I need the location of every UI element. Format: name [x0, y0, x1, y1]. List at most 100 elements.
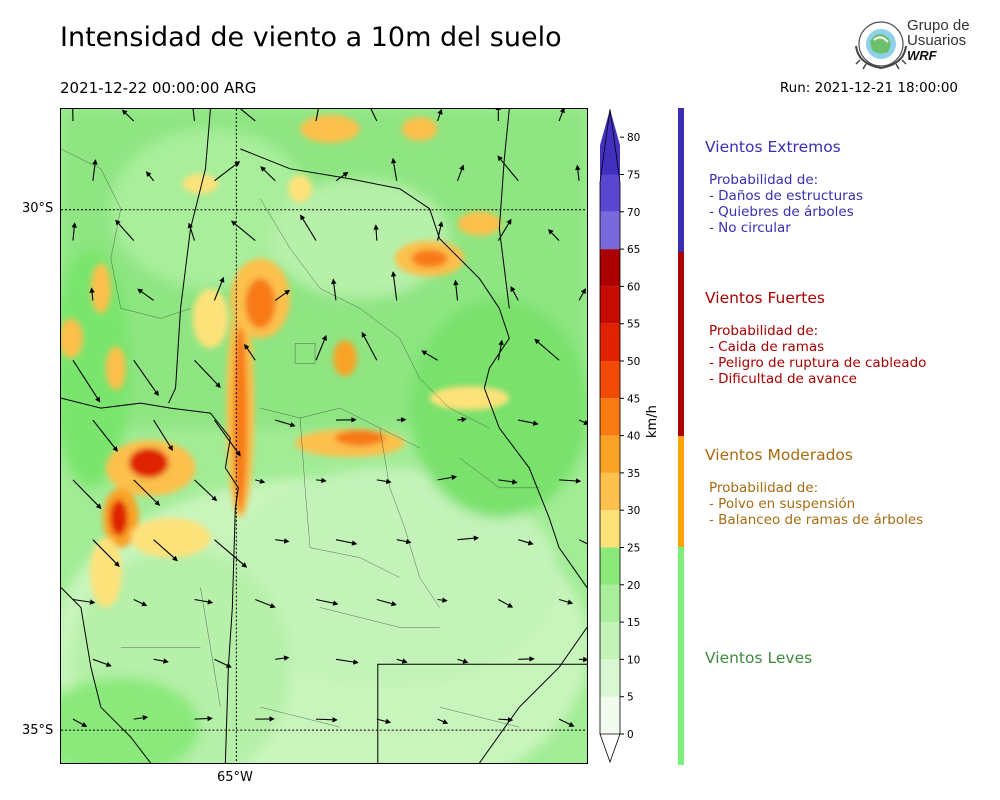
wind-arrow-head	[141, 601, 148, 607]
wind-arrow-head	[453, 279, 459, 286]
colorbar-tick-label: 0	[627, 729, 634, 741]
wind-arrow-head	[401, 658, 408, 664]
category-description-line: - Polvo en suspensión	[709, 496, 856, 512]
category-bar-vientos-leves	[678, 547, 684, 765]
category-description-line: Probabilidad de:	[709, 323, 819, 339]
colorbar-segment	[600, 109, 620, 175]
chart-title: Intensidad de viento a 10m del suelo	[60, 22, 562, 53]
wind-arrow-head	[390, 600, 397, 607]
wind-arrow-head	[567, 599, 574, 605]
wind-arrow-head	[473, 535, 480, 541]
colorbar-segment	[600, 584, 620, 623]
wind-arrow-head	[506, 218, 512, 225]
colorbar-segment	[600, 547, 620, 585]
category-description-vientos-moderados: Probabilidad de: - Polvo en suspensión - B…	[709, 480, 923, 528]
wind-arrow	[315, 335, 327, 361]
colorbar-segment	[600, 435, 620, 473]
category-title-vientos-extremos: Vientos Extremos	[705, 138, 841, 156]
wind-arrow-head	[580, 288, 586, 295]
wind-arrow-head	[507, 717, 514, 723]
wind-arrow-head	[332, 717, 338, 723]
wind-arrow	[578, 539, 587, 545]
wind-arrow-head	[495, 109, 502, 110]
wind-arrow-head	[235, 450, 241, 457]
colorbar-segment	[600, 361, 620, 399]
wind-arrow-head	[163, 658, 169, 664]
wind-arrow-head	[89, 287, 95, 293]
wind-arrow-head	[225, 662, 232, 668]
colorbar-tick-label: 65	[627, 244, 640, 256]
colorbar-tick-label: 55	[627, 319, 640, 331]
wind-arrow-head	[451, 474, 458, 481]
department-boundaries	[61, 148, 540, 728]
wind-arrow-head	[92, 159, 98, 165]
colorbar-segment	[600, 323, 620, 361]
wind-arrow-head	[219, 276, 225, 283]
wind-arrow-head	[534, 338, 540, 345]
wind-arrow-head	[421, 350, 428, 356]
wind-arrow-head	[154, 500, 161, 506]
colorbar-tick-label: 60	[627, 281, 640, 293]
wind-arrow-head	[153, 390, 159, 397]
wind-arrow-head	[259, 478, 266, 484]
wind-arrow-head	[207, 715, 213, 722]
wind-arrow-head	[438, 221, 444, 227]
valid-time-label: 2021-12-22 00:00:00 ARG	[60, 79, 257, 97]
wind-arrow-head	[234, 161, 241, 167]
wind-arrow-head	[230, 220, 237, 227]
wind-arrow	[213, 419, 241, 456]
wind-arrow-head	[289, 421, 296, 428]
colorbar-min-extension	[599, 733, 621, 764]
wind-arrow-head	[529, 656, 535, 662]
wind-arrow-head	[361, 331, 367, 338]
wind-arrow-head	[583, 656, 587, 663]
wind-arrow-head	[497, 155, 503, 162]
wind-arrow-head	[207, 599, 214, 605]
category-bar-vientos-moderados	[678, 436, 684, 547]
category-description-line: - Daños de estructuras	[709, 188, 864, 204]
wind-arrow-head	[462, 658, 469, 664]
category-description-line: - Peligro de ruptura de cableado	[709, 355, 927, 371]
colorbar-tick-label: 25	[627, 543, 640, 555]
colorbar-segment	[600, 174, 620, 212]
wind-arrow-head	[269, 603, 276, 609]
wind-arrow-head	[510, 286, 516, 292]
category-description-line: - Dificultad de avance	[709, 371, 857, 387]
wind-arrow-head	[391, 157, 397, 164]
wind-arrow-head	[332, 600, 339, 606]
wind-vectors	[71, 109, 587, 727]
colorbar-tick-label: 5	[627, 692, 634, 704]
wind-arrow-head	[95, 503, 102, 510]
wind-speed-map	[60, 108, 588, 764]
wind-arrow-head	[145, 171, 152, 178]
category-description-vientos-fuertes: Probabilidad de: - Caida de ramas - Peligr…	[709, 323, 926, 387]
category-description-line: - Quiebres de árboles	[709, 204, 854, 220]
wind-arrow-head	[300, 214, 306, 221]
wind-arrow-head	[71, 222, 77, 228]
colorbar-unit-label: km/h	[645, 405, 660, 438]
wind-arrow	[534, 339, 560, 361]
wind-arrow	[497, 156, 519, 182]
wind-field-cores	[61, 114, 510, 608]
wind-arrow-head	[137, 288, 144, 294]
wind-arrow-head	[568, 721, 575, 727]
category-description-line: Probabilidad de:	[709, 480, 819, 496]
wind-arrow	[72, 359, 101, 402]
colorbar: 0 5 10 15 20 25 30 35 40 45 50 55 60 65 70 75 80	[599, 109, 640, 764]
wind-arrow-head	[331, 278, 337, 285]
wind-arrow-head	[583, 419, 587, 425]
category-description-line: - Balanceo de ramas de árboles	[709, 512, 924, 528]
wind-arrow	[92, 419, 118, 452]
wind-arrow	[300, 215, 317, 241]
wind-arrow-head	[114, 561, 120, 567]
wind-arrow-head	[244, 343, 250, 350]
wind-arrow	[72, 479, 102, 509]
wind-arrow	[192, 109, 196, 122]
wind-arrow-head	[353, 659, 359, 665]
wind-arrow	[370, 109, 378, 122]
wind-arrow-head	[172, 555, 178, 562]
wind-arrow-head	[351, 417, 357, 423]
wind-arrow-head	[95, 396, 101, 403]
wind-arrow-head	[321, 477, 327, 484]
wind-arrow-head	[575, 478, 582, 484]
